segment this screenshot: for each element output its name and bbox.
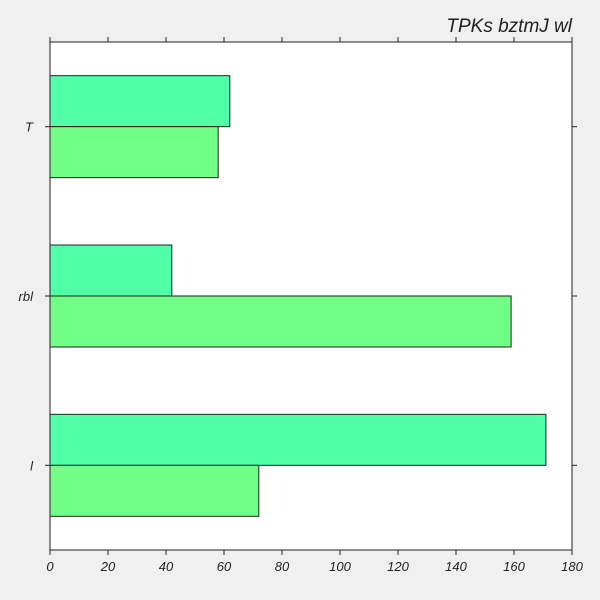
x-tick-label: 120 — [387, 559, 409, 574]
y-tick-label: T — [25, 120, 34, 135]
x-tick-label: 80 — [275, 559, 290, 574]
x-axis-ticks: 0 20 40 60 80 100 120 140 160 180 — [46, 37, 584, 574]
x-tick-label: 40 — [159, 559, 174, 574]
bar-rbl-series-1 — [49, 244, 173, 297]
x-tick-label: 60 — [217, 559, 232, 574]
y-tick-label: l — [30, 458, 34, 473]
bar-l-series-2 — [49, 464, 260, 517]
y-tick-label: rbl — [19, 289, 35, 304]
x-tick-label: 20 — [100, 559, 116, 574]
bars-group — [49, 75, 547, 517]
bar-l-series-1 — [49, 413, 547, 466]
x-tick-label: 160 — [503, 559, 525, 574]
x-tick-label: 180 — [561, 559, 583, 574]
x-tick-label: 100 — [329, 559, 351, 574]
x-tick-label: 140 — [445, 559, 467, 574]
bar-T-series-2 — [49, 126, 219, 179]
x-tick-label: 0 — [46, 559, 54, 574]
bar-T-series-1 — [49, 75, 231, 128]
bar-rbl-series-2 — [49, 295, 512, 348]
chart-title: TPKs bztmJ wl — [446, 16, 572, 37]
